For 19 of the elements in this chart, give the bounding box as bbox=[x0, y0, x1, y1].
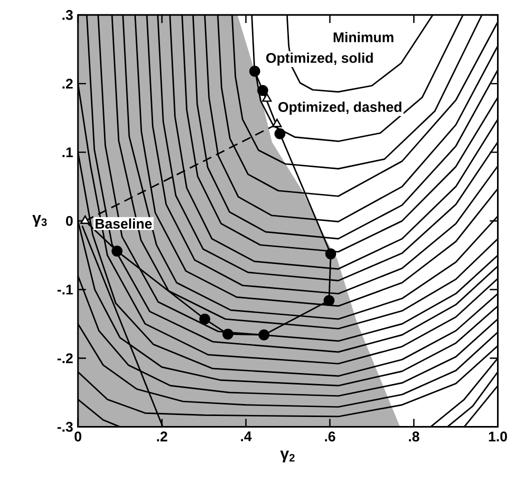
x-tick-label: .8 bbox=[408, 432, 420, 442]
x-tick-label: .2 bbox=[157, 432, 168, 442]
y-tick-label: -.3 bbox=[57, 422, 73, 432]
annotation: Minimum bbox=[334, 32, 394, 42]
y-tick-label: -.2 bbox=[57, 353, 73, 364]
x-tick-label: .6 bbox=[324, 432, 336, 442]
x-axis-title: γ$_{2}$ bbox=[280, 450, 295, 462]
x-tick-label: .4 bbox=[241, 432, 252, 442]
x-tick-label: 1.0 bbox=[488, 432, 507, 442]
y-tick-label: 0 bbox=[66, 216, 73, 226]
x-tick-label: 0 bbox=[74, 432, 82, 442]
y-tick-label: .1 bbox=[62, 148, 73, 158]
annotation: Optimized, solid bbox=[266, 52, 373, 66]
y-tick-label: -.1 bbox=[57, 284, 73, 294]
annotation: Baseline bbox=[96, 218, 152, 229]
annotation: Optimized, dashed bbox=[278, 102, 402, 115]
y-axis-title: γ$_{3}$ bbox=[32, 215, 47, 227]
y-tick-label: .2 bbox=[62, 78, 73, 89]
y-tick-label: .3 bbox=[62, 10, 73, 20]
